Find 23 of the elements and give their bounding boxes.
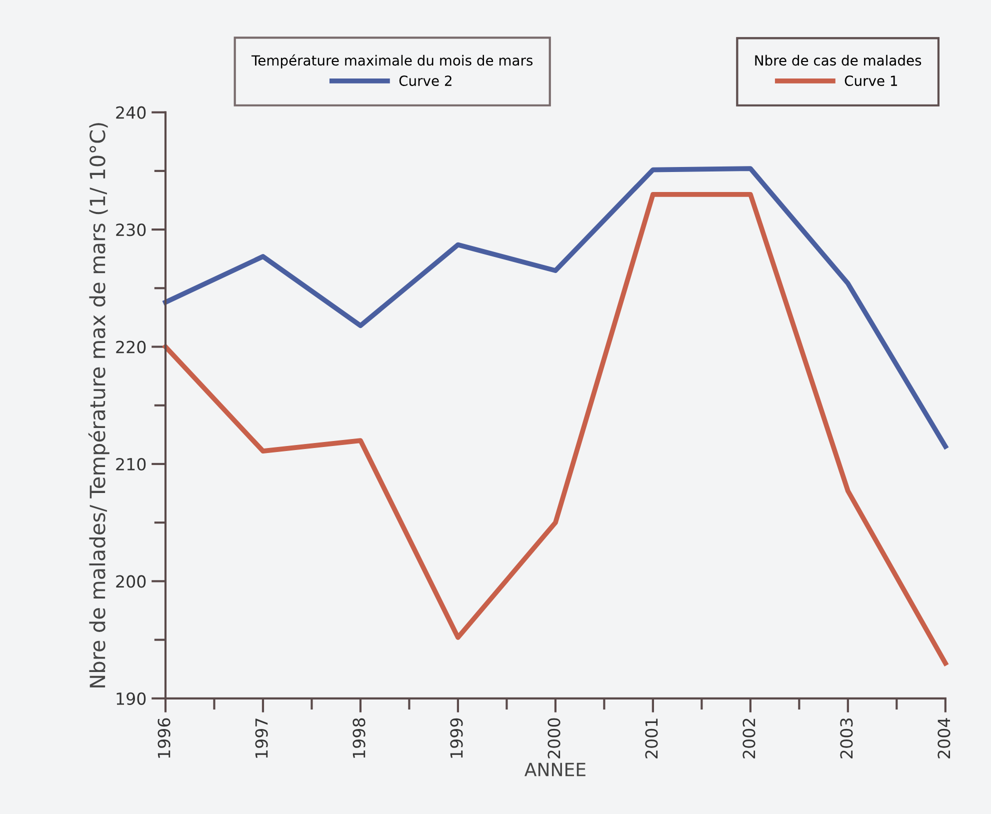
y-tick-label: 240 [116, 106, 146, 119]
x-tick-label: 1998 [352, 718, 366, 758]
text: Nbre de cas de malades [755, 54, 922, 66]
y-tick-label: 230 [116, 224, 146, 236]
x-tick-label: 1996 [158, 718, 170, 758]
legend-label: Curve 1 [844, 76, 898, 86]
line-series [163, 166, 948, 449]
y-tick-label: 200 [116, 575, 146, 588]
x-axis-title: ANNEE [524, 762, 586, 776]
x-tick-label: 2001 [645, 718, 658, 758]
x-tick-label: 1997 [255, 718, 268, 758]
text: Température maximale du mois de mars [251, 54, 533, 68]
y-tick-label: 190 [116, 692, 146, 705]
y-axis-title: Nbre de malades/ Température max de mars (1/ 10°C) [88, 123, 110, 688]
y-tick-label: 220 [116, 340, 146, 354]
x-tick-label: 2002 [742, 718, 756, 758]
x-tick-label: 2003 [840, 718, 853, 758]
y-tick-label: 210 [116, 458, 146, 471]
x-tick-label: 1999 [450, 718, 463, 758]
line-series [163, 192, 948, 666]
x-tick-label: 2000 [548, 718, 560, 758]
x-tick-label: 2004 [938, 718, 950, 758]
legend-label: Curve 2 [399, 76, 452, 86]
